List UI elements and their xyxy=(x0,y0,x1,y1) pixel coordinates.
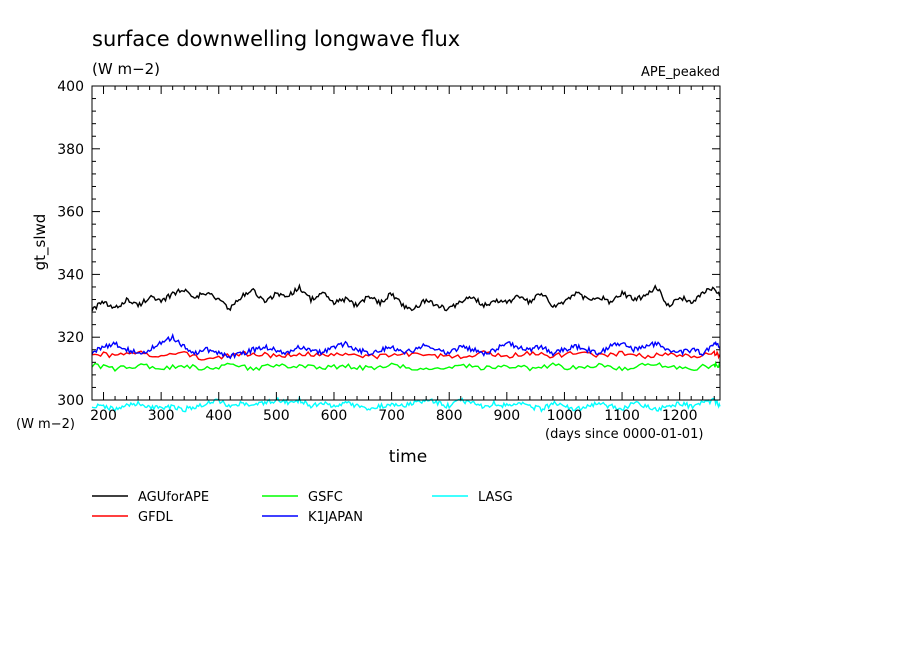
series-line-k1japan xyxy=(91,332,721,360)
x-tick-label: 800 xyxy=(436,408,463,424)
x-tick-label: 900 xyxy=(493,408,520,424)
chart-subtitle: (W m−2) xyxy=(92,60,160,78)
x-tick-label: 300 xyxy=(148,408,175,424)
x-tick-label: 1000 xyxy=(547,408,583,424)
plot-frame xyxy=(91,85,721,401)
legend-label-gfdl: GFDL xyxy=(138,510,174,525)
y-axis-label: gt_slwd xyxy=(31,214,50,271)
x-axis-label: time xyxy=(389,447,427,467)
y-axis-unit: (W m−2) xyxy=(16,417,75,432)
legend-label-k1japan: K1JAPAN xyxy=(308,510,363,525)
y-tick-label: 340 xyxy=(57,267,84,283)
experiment-label: APE_peaked xyxy=(641,65,720,80)
series-line-lasg xyxy=(91,395,721,413)
ticks-layer: 300 320 340 360 380 400 200 300 400 500 600 700 800 9… xyxy=(57,79,720,424)
y-tick-label: 320 xyxy=(57,330,84,346)
y-tick-label: 300 xyxy=(57,393,84,409)
y-tick-label: 400 xyxy=(57,79,84,95)
series-line-gsfc xyxy=(91,360,721,372)
series-line-gfdl xyxy=(91,349,721,361)
x-tick-label: 1100 xyxy=(604,408,640,424)
y-tick-label: 360 xyxy=(57,205,84,221)
series-line-aguforape xyxy=(91,283,721,312)
x-tick-label: 400 xyxy=(205,408,232,424)
x-tick-label: 500 xyxy=(263,408,290,424)
x-axis-unit: (days since 0000-01-01) xyxy=(545,427,703,442)
y-tick-label: 380 xyxy=(57,142,84,158)
x-tick-label: 200 xyxy=(90,408,117,424)
legend-label-lasg: LASG xyxy=(478,490,513,505)
x-tick-label: 1200 xyxy=(662,408,698,424)
legend-label-aguforape: AGUforAPE xyxy=(138,490,209,505)
legend-label-gsfc: GSFC xyxy=(308,490,343,505)
x-tick-label: 600 xyxy=(321,408,348,424)
legend: AGUforAPE GFDL GSFC K1JAPAN LASG xyxy=(92,490,513,525)
x-tick-label: 700 xyxy=(378,408,405,424)
chart-title: surface downwelling longwave flux xyxy=(92,27,460,51)
series-layer xyxy=(91,283,721,413)
